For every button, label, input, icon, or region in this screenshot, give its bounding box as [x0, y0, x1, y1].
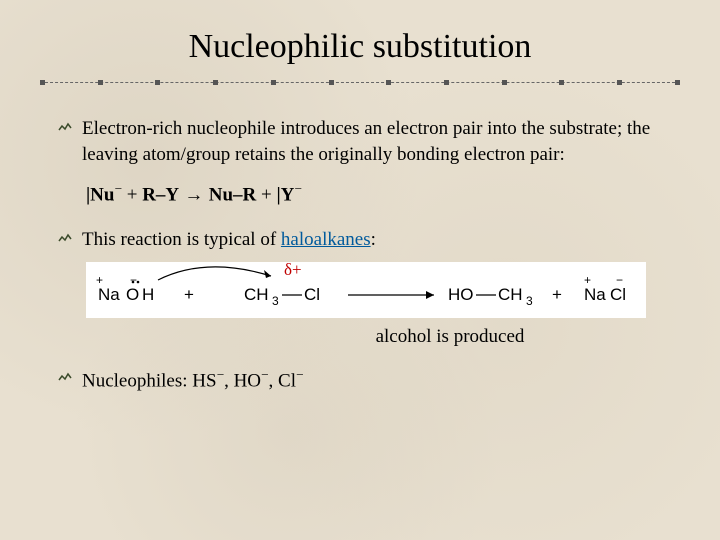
bullet-icon — [58, 233, 72, 245]
page-title: Nucleophilic substitution — [0, 0, 720, 80]
general-equation: |Nu− + R–Y → Nu–R + |Y− — [86, 181, 662, 206]
haloalkanes-link[interactable]: haloalkanes — [281, 229, 371, 250]
bullet-2-text: This reaction is typical of haloalkanes: — [82, 227, 662, 253]
svg-text:Cl: Cl — [610, 285, 626, 304]
bullet-3-text: Nucleophiles: HS−, HO−, Cl− — [82, 366, 662, 394]
content-area: Electron-rich nucleophile introduces an … — [0, 116, 720, 394]
svg-text:3: 3 — [526, 294, 533, 308]
title-divider — [40, 80, 680, 86]
svg-text:+: + — [552, 285, 562, 304]
bullet-1: Electron-rich nucleophile introduces an … — [58, 116, 662, 167]
svg-text:H: H — [142, 285, 154, 304]
bullet-3: Nucleophiles: HS−, HO−, Cl− — [58, 366, 662, 394]
reaction-caption: alcohol is produced — [238, 326, 662, 348]
reaction-scheme: δ+ + − Na O H + CH 3 Cl HO CH — [86, 262, 646, 318]
svg-text:Na: Na — [584, 285, 606, 304]
bullet-icon — [58, 122, 72, 134]
svg-text:CH: CH — [244, 285, 269, 304]
svg-text:3: 3 — [272, 294, 279, 308]
bullet-1-text: Electron-rich nucleophile introduces an … — [82, 116, 662, 167]
reaction-svg: + − Na O H + CH 3 Cl HO CH 3 + + — [86, 262, 646, 318]
svg-text:+: + — [184, 285, 194, 304]
svg-text:CH: CH — [498, 285, 523, 304]
svg-text:Na: Na — [98, 285, 120, 304]
bullet-2: This reaction is typical of haloalkanes: — [58, 227, 662, 253]
bullet-icon — [58, 372, 72, 384]
svg-text:Cl: Cl — [304, 285, 320, 304]
svg-text:HO: HO — [448, 285, 474, 304]
svg-text:O: O — [126, 285, 139, 304]
